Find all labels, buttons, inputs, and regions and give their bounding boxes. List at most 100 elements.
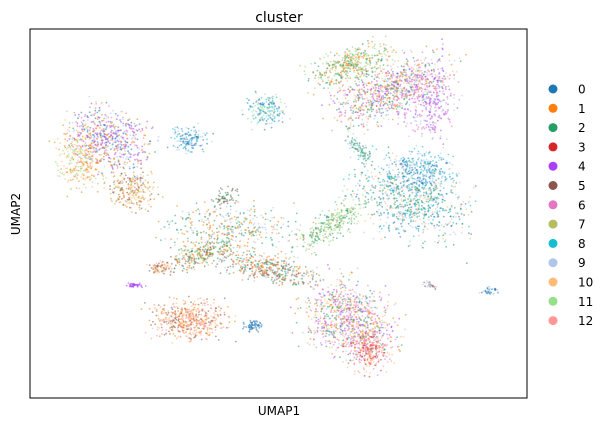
scatter-point: [355, 65, 358, 68]
scatter-point: [345, 77, 347, 80]
scatter-point: [378, 100, 380, 103]
scatter-point: [80, 111, 83, 114]
scatter-point: [422, 92, 425, 94]
scatter-point: [418, 198, 421, 201]
scatter-point: [122, 153, 125, 156]
scatter-point: [196, 137, 199, 140]
scatter-point: [149, 143, 151, 145]
scatter-point: [427, 96, 430, 98]
scatter-point: [386, 110, 388, 112]
scatter-point: [328, 76, 331, 78]
scatter-point: [470, 233, 473, 236]
scatter-point: [324, 223, 326, 226]
scatter-point: [395, 91, 398, 93]
scatter-point: [95, 100, 97, 103]
scatter-point: [199, 246, 202, 249]
scatter-point: [385, 208, 387, 211]
scatter-point: [433, 129, 436, 131]
scatter-point: [443, 199, 446, 202]
scatter-point: [405, 75, 408, 78]
scatter-point: [401, 177, 404, 180]
scatter-point: [253, 264, 256, 267]
scatter-point: [398, 193, 401, 195]
scatter-point: [395, 228, 397, 231]
scatter-point: [392, 73, 394, 75]
scatter-point: [380, 238, 383, 240]
scatter-point: [386, 164, 388, 167]
scatter-point: [57, 175, 59, 177]
scatter-point: [377, 60, 380, 63]
scatter-point: [257, 121, 260, 123]
scatter-point: [382, 103, 385, 106]
scatter-point: [317, 65, 320, 68]
scatter-point: [125, 181, 128, 183]
scatter-point: [201, 261, 204, 264]
scatter-point: [178, 248, 180, 251]
scatter-point: [376, 202, 378, 205]
scatter-point: [347, 88, 350, 91]
scatter-point: [401, 221, 404, 224]
scatter-point: [353, 100, 355, 103]
scatter-point: [181, 134, 184, 137]
scatter-point: [433, 216, 436, 218]
scatter-point: [362, 203, 365, 205]
scatter-point: [326, 237, 329, 240]
scatter-point: [430, 81, 433, 84]
scatter-point: [318, 71, 321, 74]
scatter-point: [379, 186, 382, 189]
scatter-point: [430, 215, 433, 217]
scatter-point: [349, 156, 352, 159]
scatter-point: [128, 202, 131, 205]
scatter-point: [375, 110, 378, 113]
scatter-point: [105, 121, 108, 124]
scatter-point: [101, 114, 103, 116]
scatter-point: [109, 121, 112, 123]
scatter-point: [83, 115, 86, 118]
scatter-point: [229, 248, 232, 251]
scatter-point: [355, 69, 358, 71]
scatter-point: [418, 234, 420, 237]
scatter-point: [372, 97, 375, 100]
scatter-point: [346, 93, 349, 96]
scatter-point: [95, 161, 97, 164]
scatter-point: [290, 265, 293, 268]
scatter-point: [347, 212, 349, 215]
scatter-point: [179, 135, 182, 138]
scatter-point: [130, 153, 133, 156]
scatter-point: [437, 119, 439, 122]
scatter-point: [349, 50, 351, 52]
scatter-point: [403, 181, 406, 184]
scatter-point: [97, 162, 100, 164]
scatter-point: [426, 198, 429, 201]
scatter-point: [371, 93, 374, 95]
scatter-point: [329, 239, 332, 242]
scatter-point: [81, 149, 84, 152]
scatter-point: [313, 241, 315, 244]
scatter-point: [469, 196, 471, 199]
scatter-point: [87, 170, 90, 173]
scatter-point: [181, 130, 184, 133]
scatter-point: [436, 214, 439, 217]
scatter-point: [137, 190, 140, 193]
scatter-point: [408, 90, 411, 93]
scatter-point: [114, 139, 116, 142]
scatter-point: [393, 213, 396, 216]
scatter-point: [341, 214, 343, 217]
scatter-point: [378, 196, 380, 199]
scatter-point: [428, 176, 431, 179]
scatter-point: [111, 188, 114, 191]
scatter-point: [230, 258, 233, 261]
scatter-point: [386, 77, 389, 80]
scatter-point: [119, 166, 122, 169]
scatter-point: [406, 122, 409, 125]
scatter-point: [442, 109, 445, 112]
scatter-point: [281, 121, 284, 123]
scatter-point: [382, 178, 384, 181]
scatter-point: [335, 61, 338, 64]
scatter-point: [280, 101, 282, 104]
scatter-point: [72, 146, 74, 148]
scatter-point: [404, 116, 407, 119]
scatter-point: [430, 155, 432, 158]
scatter-point: [304, 65, 307, 68]
scatter-point: [408, 194, 411, 197]
